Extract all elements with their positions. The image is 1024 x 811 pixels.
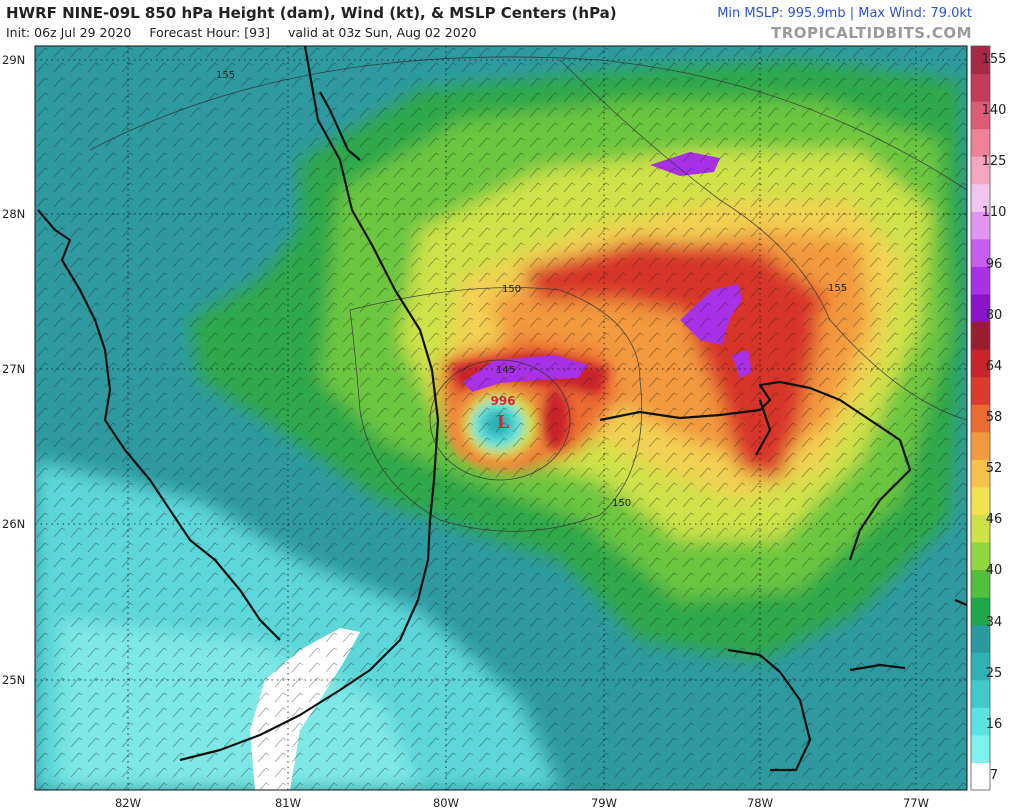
- colorbar-swatch: [971, 569, 990, 598]
- map-field: 155 150 145 150 155: [35, 46, 967, 790]
- colorbar-swatch: [971, 73, 990, 102]
- colorbar-swatch: [971, 46, 990, 75]
- lat-label: 26N: [2, 517, 26, 531]
- colorbar-label: 25: [985, 665, 1003, 681]
- colorbar-swatch: [971, 266, 990, 295]
- colorbar-label: 80: [985, 307, 1003, 323]
- colorbar-swatch: [971, 238, 990, 267]
- colorbar-swatch: [971, 211, 990, 240]
- colorbar-label: 7: [989, 768, 999, 783]
- coastline: [37, 46, 967, 772]
- forecast-hour: Forecast Hour: [93]: [149, 25, 270, 40]
- colorbar-swatch: [971, 349, 990, 378]
- colorbar-label: 34: [985, 614, 1003, 630]
- colorbar-label: 110: [981, 205, 1007, 221]
- colorbar-swatch: [971, 404, 990, 433]
- init-time: Init: 06z Jul 29 2020: [6, 25, 132, 40]
- colorbar-swatch: [971, 321, 990, 350]
- colorbar-label: 16: [985, 716, 1003, 732]
- colorbar-swatch: [971, 542, 990, 571]
- lat-label: 27N: [2, 362, 26, 376]
- lon-label: 81W: [274, 796, 302, 810]
- colorbar-label: 140: [981, 103, 1007, 119]
- colorbar-label: 52: [985, 461, 1003, 477]
- lon-label: 82W: [114, 796, 142, 810]
- colorbar-swatch: [971, 459, 990, 488]
- colorbar-swatch: [971, 376, 990, 405]
- low-pressure-symbol: L: [497, 412, 510, 433]
- lat-label: 28N: [2, 207, 26, 221]
- lat-label: 25N: [2, 673, 26, 687]
- low-pressure-value: 996: [490, 394, 515, 408]
- map-title: HWRF NINE-09L 850 hPa Height (dam), Wind…: [6, 4, 617, 22]
- contour-label: 150: [612, 498, 631, 509]
- colorbar-label: 64: [985, 358, 1003, 374]
- contour-label: 155: [216, 70, 235, 81]
- colorbar-swatch: [971, 679, 990, 708]
- colorbar: [971, 46, 990, 791]
- valid-time: valid at 03z Sun, Aug 02 2020: [287, 25, 477, 40]
- colorbar-swatch: [971, 707, 990, 736]
- colorbar-label: 125: [981, 154, 1007, 170]
- contour-label: 145: [496, 365, 515, 376]
- lon-label: 80W: [432, 796, 460, 810]
- colorbar-label: 96: [985, 256, 1003, 272]
- contour-label: 155: [828, 283, 847, 294]
- run-info: Init: 06z Jul 29 2020 Forecast Hour: [93…: [6, 25, 491, 40]
- lon-label: 79W: [590, 796, 618, 810]
- lon-label: 78W: [746, 796, 774, 810]
- colorbar-swatch: [971, 183, 990, 212]
- colorbar-swatch: [971, 431, 990, 460]
- colorbar-swatch: [971, 128, 990, 157]
- colorbar-swatch: [971, 652, 990, 681]
- colorbar-swatch: [971, 486, 990, 515]
- colorbar-swatch: [971, 156, 990, 185]
- colorbar-swatch: [971, 514, 990, 543]
- lon-label: 77W: [902, 796, 930, 810]
- colorbar-swatch: [971, 734, 990, 763]
- colorbar-label: 46: [985, 512, 1003, 528]
- brand-watermark: TROPICALTIDBITS.COM: [771, 24, 972, 42]
- colorbar-label: 58: [985, 410, 1003, 425]
- storm-stats: Min MSLP: 995.9mb | Max Wind: 79.0kt: [717, 6, 972, 21]
- colorbar-label: 40: [985, 563, 1003, 579]
- colorbar-swatch: [971, 762, 990, 791]
- contour-label: 150: [502, 284, 521, 295]
- lat-label: 29N: [2, 53, 26, 67]
- colorbar-label: 155: [981, 52, 1007, 67]
- colorbar-swatch: [971, 101, 990, 130]
- colorbar-swatch: [971, 597, 990, 626]
- colorbar-swatch: [971, 294, 990, 323]
- colorbar-swatch: [971, 624, 990, 653]
